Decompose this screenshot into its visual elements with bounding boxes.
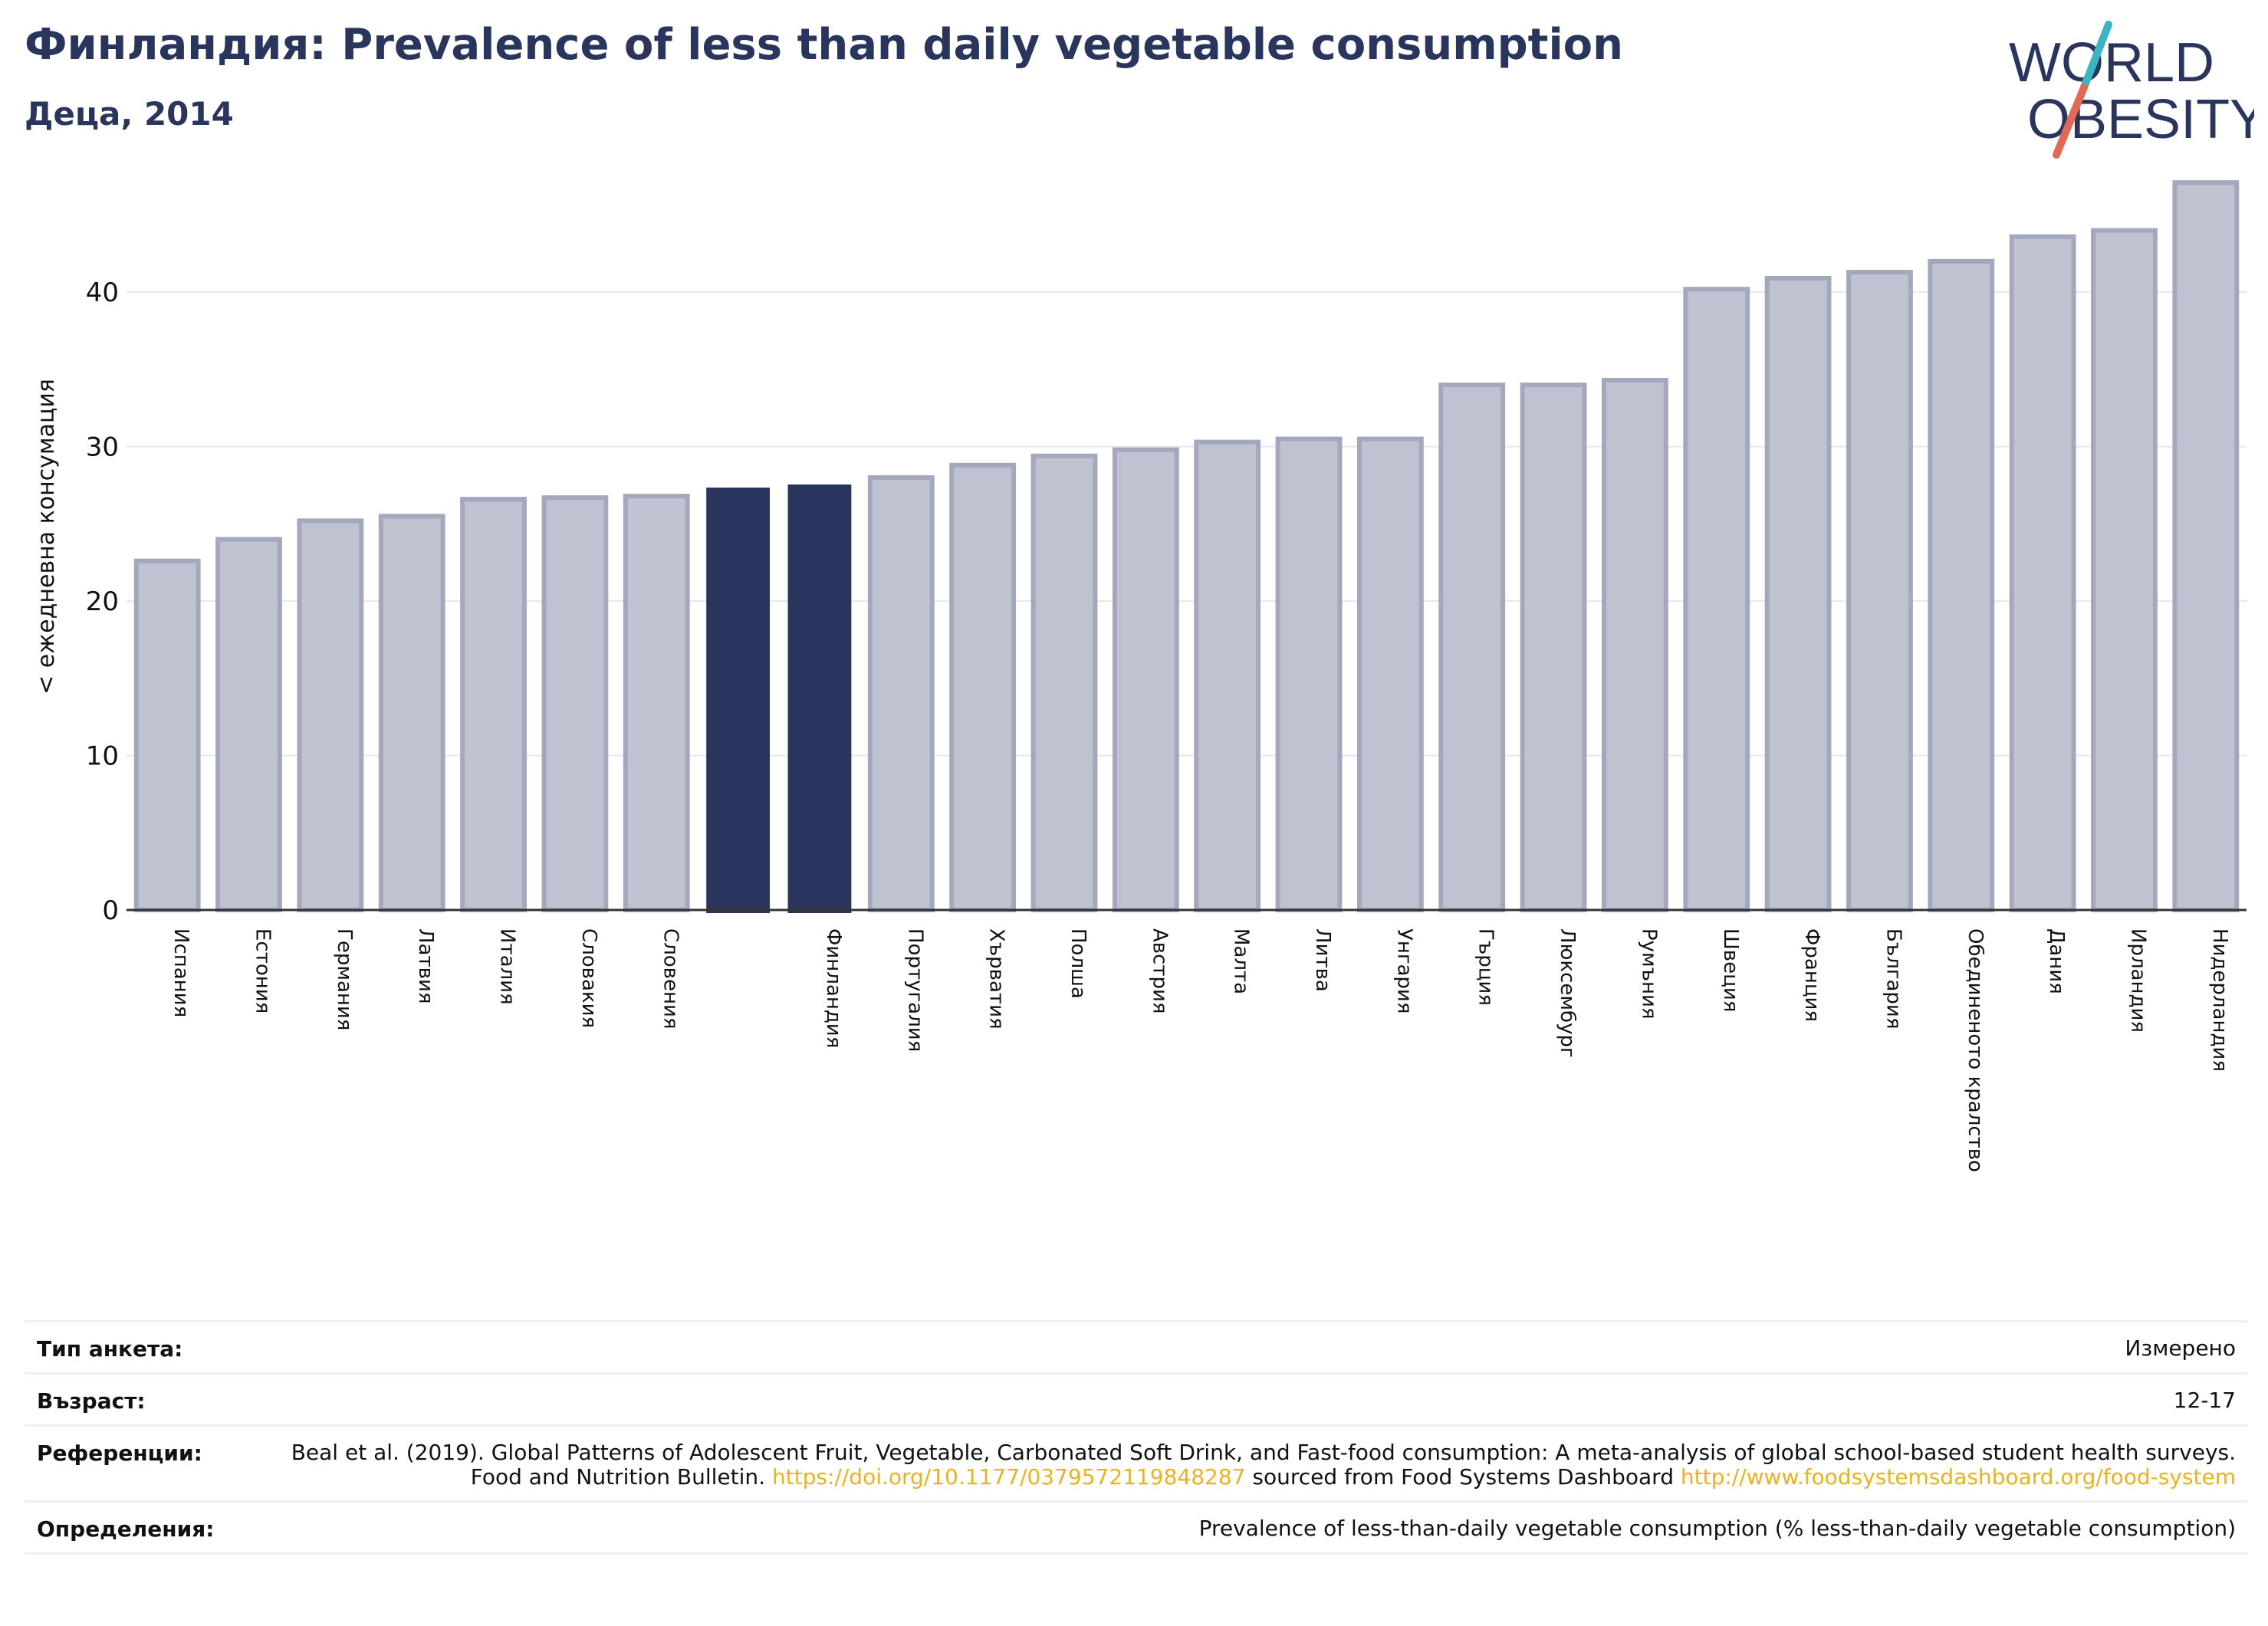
x-tick-label: Ирландия [2126,928,2149,1033]
x-tick-label: Обединеното кралство [1964,928,1987,1172]
meta-label: Определения: [37,1516,215,1542]
x-tick-label: Дания [2045,928,2068,994]
meta-value-references: Beal et al. (2019). Global Patterns of A… [233,1440,2236,1490]
x-tick-label: Естония [251,928,274,1013]
logo-slash-top [2080,21,2112,91]
bar [2172,180,2240,913]
bar [949,462,1017,912]
meta-label: Възраст: [37,1388,146,1414]
bar [378,514,445,912]
metadata-table: Тип анкета: Измерено Възраст: 12-17 Рефе… [25,1320,2248,1555]
x-tick-label: Хърватия [985,928,1008,1030]
bar [1520,383,1587,912]
x-axis-labels: Испания Естония Германия Латвия Италия Словак… [169,928,2231,1172]
x-tick-label: Латвия [414,928,437,1004]
y-tick-label: 0 [102,895,119,926]
reference-text: Beal et al. (2019). Global Patterns of A… [291,1440,2236,1490]
x-tick-label: Италия [496,928,519,1005]
reference-text-2: sourced from Food Systems Dashboard [1245,1464,1681,1490]
doi-link[interactable]: https://doi.org/10.1177/0379572119848287 [771,1464,1246,1490]
bar [1601,377,1668,912]
x-tick-label: Словакия [577,928,600,1028]
x-tick-label: Нидерландия [2208,928,2231,1072]
x-tick-label: Литва [1311,928,1334,992]
bar [541,495,609,912]
y-tick-label: 10 [86,741,119,772]
x-tick-label: Португалия [903,928,926,1052]
bar [133,558,201,912]
bar [787,484,852,913]
x-tick-label: Малта [1230,928,1253,994]
meta-value: Prevalence of less-than-daily vegetable … [1198,1516,2236,1541]
y-tick-label: 20 [86,586,119,617]
bar [1928,258,1995,912]
x-tick-label: България [1882,928,1905,1029]
bar [1356,436,1424,912]
meta-label: Референции: [37,1440,202,1466]
x-tick-label: Испания [169,928,192,1017]
bar [460,497,527,912]
bar [1764,276,1832,913]
chart-title: Финландия: Prevalence of less than daily… [25,20,1623,70]
x-tick-label: Словения [659,928,682,1030]
logo-line1: WORLD [2009,32,2214,94]
bar [215,537,282,912]
meta-label: Тип анкета: [37,1336,183,1362]
meta-row-age: Възраст: 12-17 [25,1372,2248,1424]
y-axis-title: < ежедневна консумация [33,379,60,695]
x-tick-label: Унгария [1392,928,1415,1013]
bar-chart: 0 10 20 30 40 Испания Естония Германия Латвия Ит… [33,180,2247,1172]
x-tick-label: Люксембург [1556,928,1579,1058]
bar [623,494,690,912]
bar [1683,287,1750,912]
bar [1846,269,1913,912]
bar [297,518,364,912]
bars [133,180,2240,913]
x-tick-label: Германия [333,928,356,1030]
y-axis-ticks: 0 10 20 30 40 [86,278,119,926]
bar [1438,383,1506,912]
x-tick-label: Гърция [1474,928,1497,1006]
bar [2009,234,2076,912]
logo-slash-bottom [2053,84,2088,159]
bar [706,488,771,913]
bar [1194,439,1261,912]
y-tick-label: 30 [86,432,119,463]
bar [867,475,935,912]
meta-value: 12-17 [2173,1388,2236,1413]
dashboard-link[interactable]: http://www.foodsystemsdashboard.org/food… [1680,1464,2236,1490]
x-tick-label: Финландия [822,928,845,1048]
bar [1275,436,1343,912]
chart-subtitle: Деца, 2014 [25,95,234,133]
bar [1112,447,1179,912]
meta-value: Измерено [2125,1335,2236,1361]
x-tick-label: Румъния [1637,928,1660,1020]
world-obesity-logo: WORLD OBESITY [2009,21,2254,159]
y-tick-label: 40 [86,278,119,308]
meta-row-survey-type: Тип анкета: Измерено [25,1320,2248,1372]
meta-row-definitions: Определения: Prevalence of less-than-dai… [25,1500,2248,1555]
x-tick-label: Швеция [1719,928,1742,1012]
bar [1030,453,1098,912]
x-tick-label: Франция [1800,928,1823,1022]
bar [2091,228,2158,913]
x-tick-label: Полша [1067,928,1090,999]
x-tick-label: Австрия [1148,928,1171,1014]
meta-row-references: Референции: Beal et al. (2019). Global P… [25,1424,2248,1500]
